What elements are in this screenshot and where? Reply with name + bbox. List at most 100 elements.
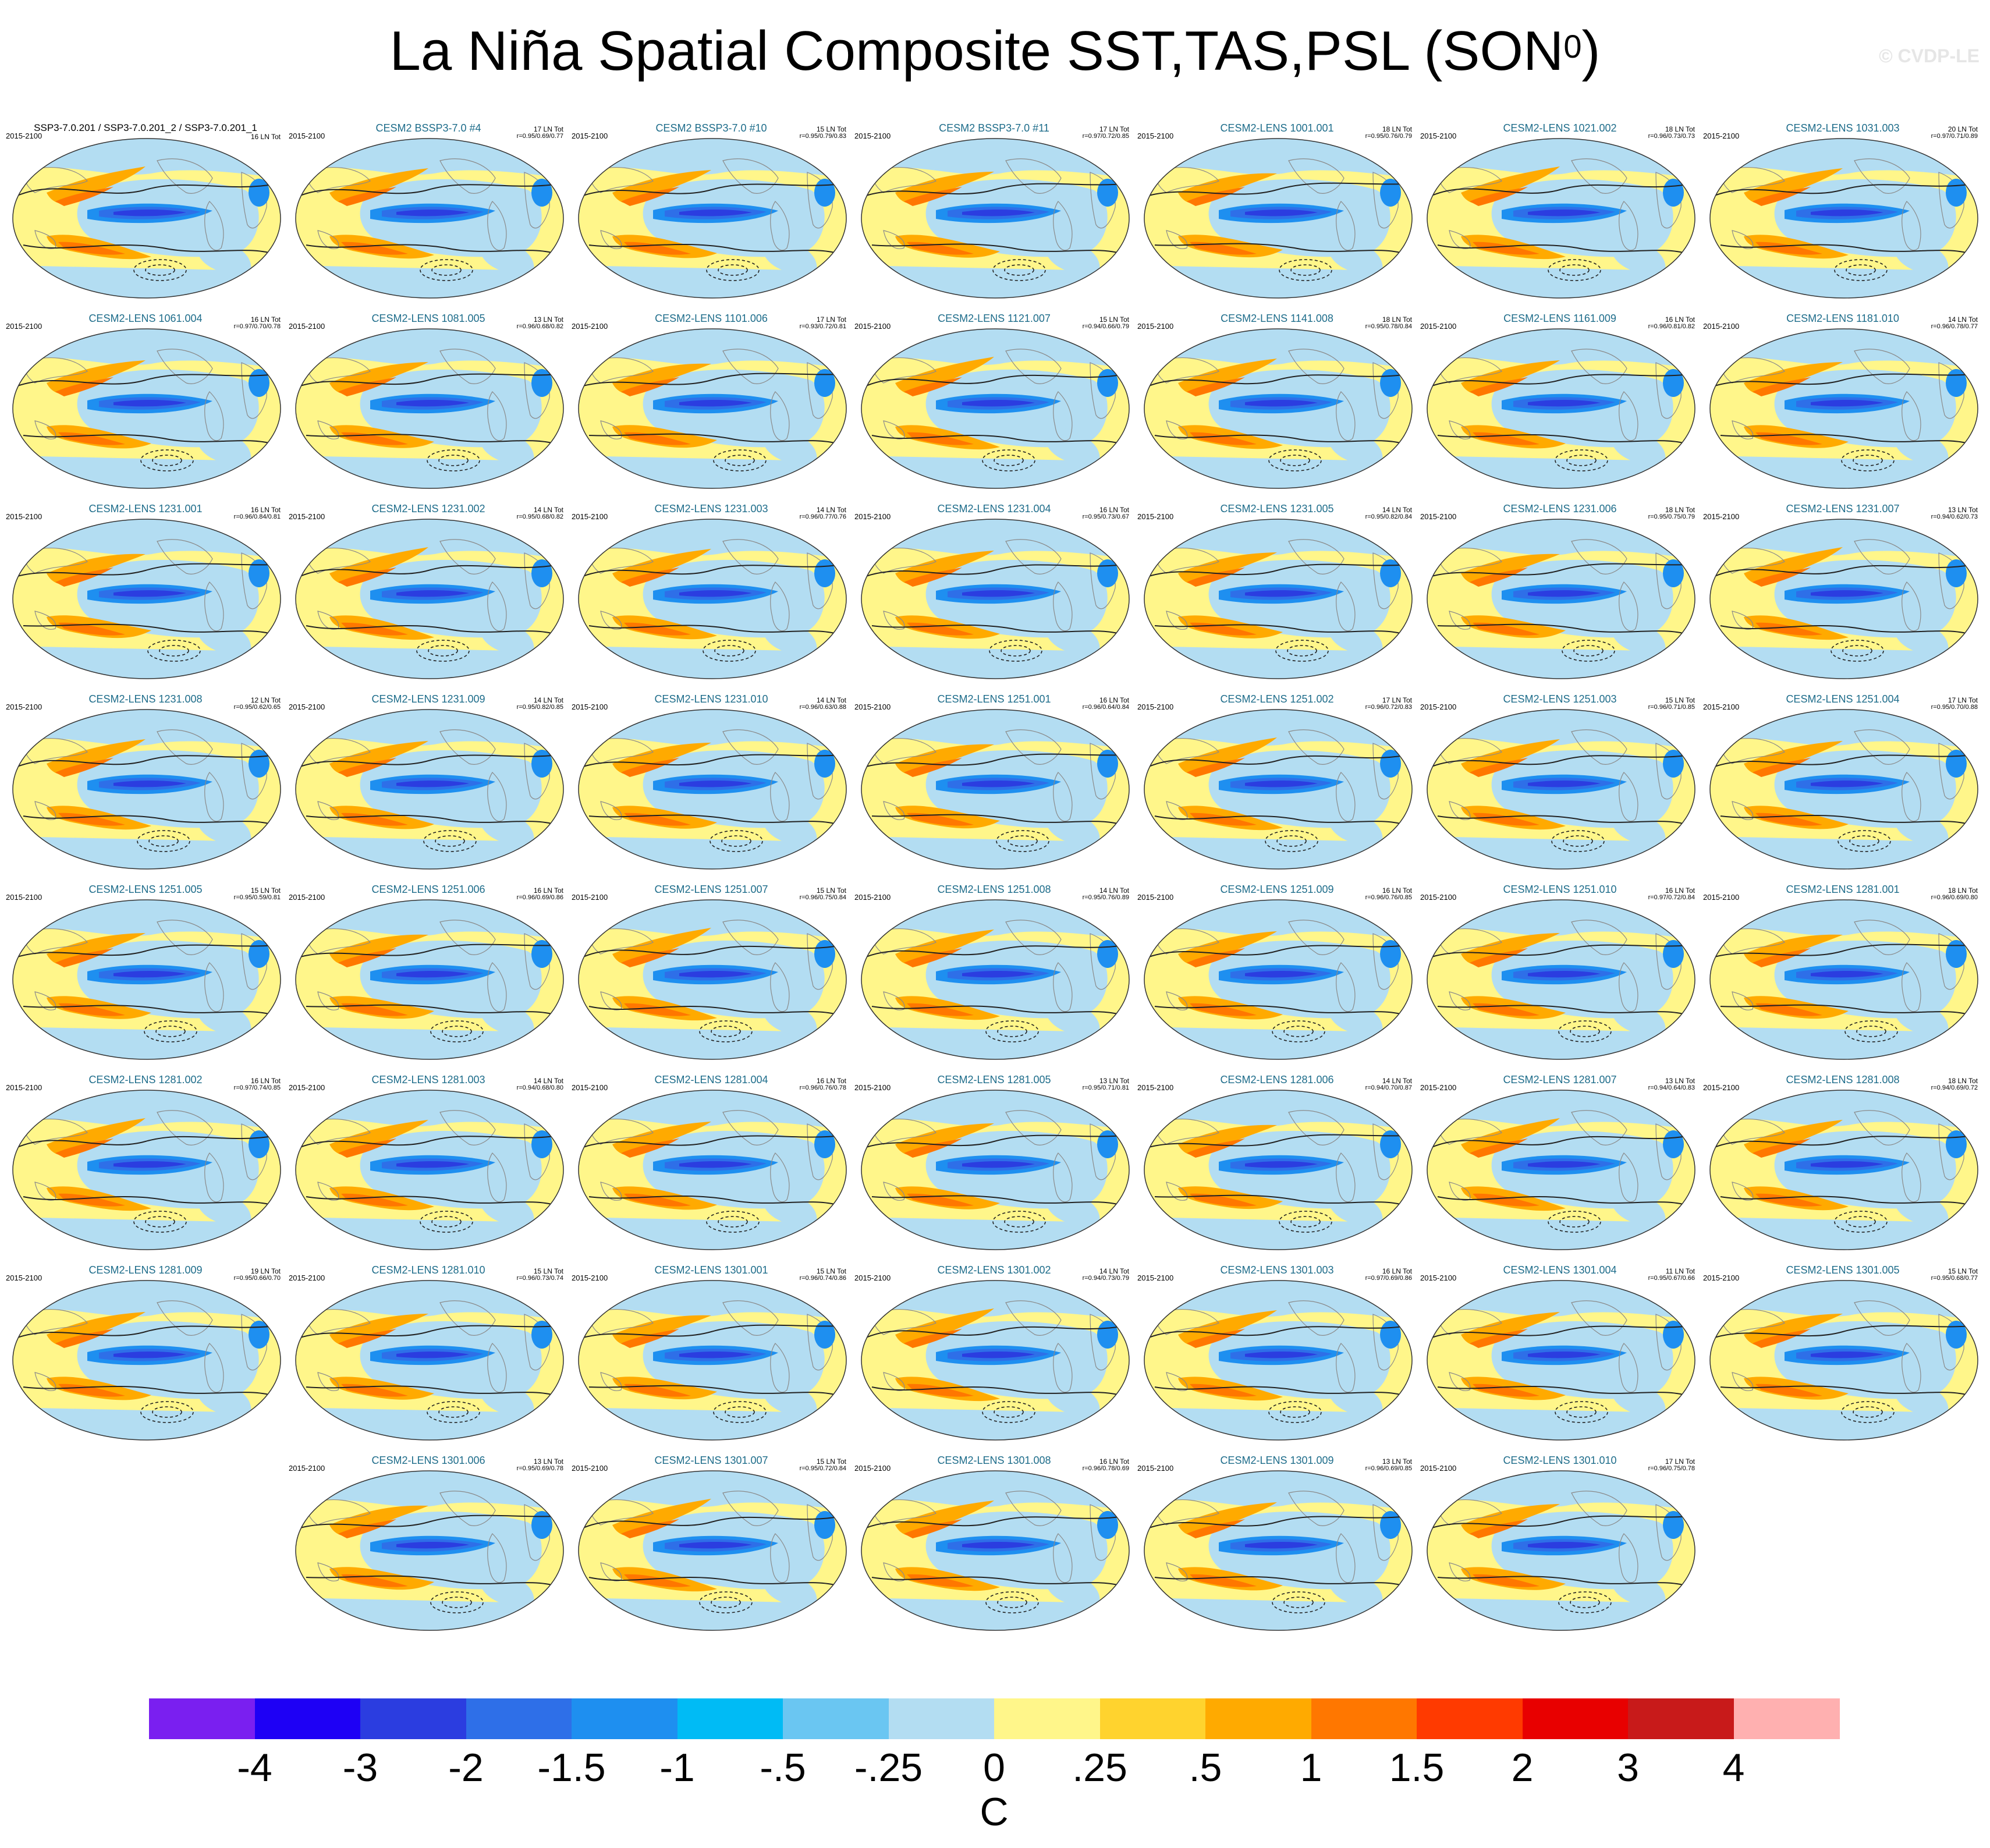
panel-correlation: r=0.95/0.72/0.84 bbox=[799, 1465, 846, 1472]
panel-period: 2015-2100 bbox=[1420, 893, 1457, 902]
panel-period: 2015-2100 bbox=[1137, 132, 1174, 140]
composite-map bbox=[1144, 899, 1413, 1060]
map-panel: CESM2-LENS 1061.004 2015-2100 16 LN Tot r=0… bbox=[6, 307, 285, 493]
panel-title: CESM2-LENS 1001.001 bbox=[1220, 122, 1334, 134]
panel-count: 16 LN Tot bbox=[1099, 1457, 1129, 1466]
map-panel: CESM2-LENS 1161.009 2015-2100 16 LN Tot r=0… bbox=[1420, 307, 1700, 493]
colorbar-box bbox=[254, 1698, 361, 1739]
panel-period: 2015-2100 bbox=[572, 512, 608, 521]
panel-period: 2015-2100 bbox=[854, 1464, 891, 1473]
map-panel: CESM2-LENS 1101.006 2015-2100 17 LN Tot r=0… bbox=[572, 307, 851, 493]
composite-map bbox=[861, 1470, 1130, 1631]
panel-count: 18 LN Tot bbox=[1382, 125, 1412, 133]
panel-count: 15 LN Tot bbox=[816, 1457, 846, 1466]
panel-count: 18 LN Tot bbox=[1948, 886, 1978, 895]
panel-correlation: r=0.96/0.63/0.88 bbox=[799, 704, 846, 711]
first-panel-title: SSP3-7.0.201 / SSP3-7.0.201_2 / SSP3-7.0… bbox=[34, 122, 257, 133]
panel-correlation: r=0.96/0.76/0.85 bbox=[1365, 894, 1412, 901]
panel-period: 2015-2100 bbox=[1137, 512, 1174, 521]
composite-map bbox=[578, 328, 847, 489]
composite-map bbox=[578, 138, 847, 299]
title-close: ) bbox=[1581, 20, 1601, 82]
panel-correlation: r=0.95/0.69/0.78 bbox=[516, 1465, 563, 1472]
composite-map bbox=[1709, 138, 1978, 299]
panel-title: CESM2-LENS 1161.009 bbox=[1503, 313, 1616, 324]
composite-map bbox=[1709, 519, 1978, 679]
panel-title: CESM2-LENS 1301.002 bbox=[937, 1264, 1051, 1276]
colorbar-tick-label: 2 bbox=[1511, 1746, 1534, 1790]
composite-map bbox=[1144, 138, 1413, 299]
map-panel: SSP3-7.0.201 / SSP3-7.0.201_2 / SSP3-7.0… bbox=[6, 116, 285, 303]
map-panel: CESM2-LENS 1301.006 2015-2100 13 LN Tot r=0… bbox=[289, 1449, 568, 1635]
panel-period: 2015-2100 bbox=[572, 1083, 608, 1092]
panel-count: 17 LN Tot bbox=[1382, 696, 1412, 704]
panel-count: 12 LN Tot bbox=[250, 696, 281, 704]
panel-title: CESM2-LENS 1231.010 bbox=[654, 693, 768, 705]
panel-count: 15 LN Tot bbox=[816, 886, 846, 895]
panel-correlation: r=0.96/0.74/0.86 bbox=[799, 1275, 846, 1282]
map-panel: CESM2-LENS 1231.010 2015-2100 14 LN Tot r=0… bbox=[572, 687, 851, 874]
panel-count: 16 LN Tot bbox=[1382, 1267, 1412, 1275]
colorbar-tick-label: -4 bbox=[237, 1746, 272, 1790]
composite-map bbox=[1427, 709, 1695, 870]
panel-correlation: r=0.96/0.69/0.86 bbox=[516, 894, 563, 901]
panel-title: CESM2-LENS 1301.005 bbox=[1786, 1264, 1900, 1276]
map-panel: CESM2-LENS 1001.001 2015-2100 18 LN Tot r=0… bbox=[1137, 116, 1417, 303]
panel-correlation: r=0.95/0.71/0.81 bbox=[1082, 1084, 1129, 1091]
panel-count: 18 LN Tot bbox=[1665, 125, 1695, 133]
map-panel: CESM2-LENS 1231.005 2015-2100 14 LN Tot r=0… bbox=[1137, 497, 1417, 683]
panel-period: 2015-2100 bbox=[854, 1083, 891, 1092]
panel-correlation: r=0.95/0.68/0.82 bbox=[516, 513, 563, 520]
panel-title: CESM2-LENS 1301.003 bbox=[1220, 1264, 1334, 1276]
colorbar-tick-label: 0 bbox=[983, 1746, 1005, 1790]
panel-count: 13 LN Tot bbox=[533, 1457, 563, 1466]
composite-map bbox=[1709, 328, 1978, 489]
panel-period: 2015-2100 bbox=[6, 322, 42, 331]
composite-map bbox=[1709, 899, 1978, 1060]
panel-title: CESM2-LENS 1251.002 bbox=[1220, 693, 1334, 705]
panel-correlation: r=0.95/0.78/0.84 bbox=[1365, 323, 1412, 330]
panel-title: CESM2-LENS 1281.002 bbox=[88, 1074, 203, 1086]
map-panel: CESM2-LENS 1251.006 2015-2100 16 LN Tot r=0… bbox=[289, 878, 568, 1064]
panel-title: CESM2-LENS 1181.010 bbox=[1786, 313, 1899, 324]
map-panel: CESM2-LENS 1231.001 2015-2100 16 LN Tot r=0… bbox=[6, 497, 285, 683]
composite-map bbox=[1427, 328, 1695, 489]
panel-correlation: r=0.97/0.70/0.78 bbox=[233, 323, 281, 330]
map-panel: CESM2-LENS 1251.008 2015-2100 14 LN Tot r=0… bbox=[854, 878, 1134, 1064]
panel-period: 2015-2100 bbox=[289, 512, 325, 521]
map-panel: CESM2-LENS 1231.009 2015-2100 14 LN Tot r=0… bbox=[289, 687, 568, 874]
panel-period: 2015-2100 bbox=[1420, 1083, 1457, 1092]
colorbar-box bbox=[360, 1698, 466, 1739]
panel-correlation: r=0.96/0.77/0.76 bbox=[799, 513, 846, 520]
map-panel: CESM2-LENS 1081.005 2015-2100 13 LN Tot r=0… bbox=[289, 307, 568, 493]
panel-period: 2015-2100 bbox=[289, 1083, 325, 1092]
map-panel: CESM2-LENS 1031.003 2015-2100 20 LN Tot r=0… bbox=[1703, 116, 1982, 303]
colorbar-box bbox=[1733, 1698, 1840, 1739]
panel-title: CESM2-LENS 1141.008 bbox=[1221, 313, 1333, 324]
map-panel: CESM2-LENS 1231.006 2015-2100 18 LN Tot r=0… bbox=[1420, 497, 1700, 683]
panel-correlation: r=0.94/0.62/0.73 bbox=[1931, 513, 1978, 520]
panel-correlation: r=0.96/0.84/0.81 bbox=[233, 513, 281, 520]
panel-period: 2015-2100 bbox=[289, 1464, 325, 1473]
panel-title: CESM2-LENS 1251.009 bbox=[1220, 884, 1334, 895]
colorbar-tick-label: -1 bbox=[659, 1746, 695, 1790]
panel-count: 13 LN Tot bbox=[533, 315, 563, 324]
colorbar-box bbox=[677, 1698, 783, 1739]
composite-map bbox=[1144, 1280, 1413, 1441]
panel-title: CESM2-LENS 1031.003 bbox=[1786, 122, 1900, 134]
composite-map bbox=[578, 709, 847, 870]
panel-count: 13 LN Tot bbox=[1948, 506, 1978, 514]
panel-title: CESM2-LENS 1121.007 bbox=[938, 313, 1051, 324]
panel-title: CESM2-LENS 1281.005 bbox=[937, 1074, 1051, 1086]
panel-period: 2015-2100 bbox=[1703, 703, 1740, 711]
composite-map bbox=[295, 138, 564, 299]
panel-correlation: r=0.94/0.70/0.87 bbox=[1365, 1084, 1412, 1091]
panel-title: CESM2-LENS 1281.004 bbox=[654, 1074, 768, 1086]
panel-period: 2015-2100 bbox=[572, 1464, 608, 1473]
panel-correlation: r=0.95/0.68/0.77 bbox=[1931, 1275, 1978, 1282]
panel-title: CESM2-LENS 1281.006 bbox=[1220, 1074, 1334, 1086]
panel-period: 2015-2100 bbox=[854, 1274, 891, 1282]
map-panel: CESM2-LENS 1251.001 2015-2100 16 LN Tot r=0… bbox=[854, 687, 1134, 874]
panel-count: 15 LN Tot bbox=[1099, 315, 1129, 324]
panel-title: CESM2-LENS 1281.003 bbox=[371, 1074, 485, 1086]
